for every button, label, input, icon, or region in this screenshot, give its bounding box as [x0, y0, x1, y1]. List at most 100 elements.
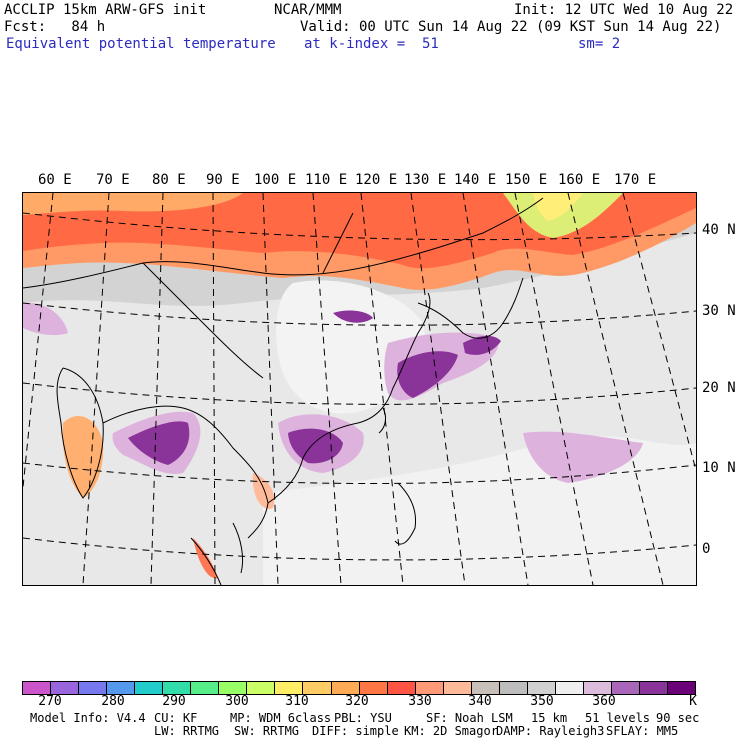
mongolia-border	[23, 197, 544, 289]
colorbar-label: 290	[162, 694, 186, 709]
init-time: Init: 12 UTC Wed 10 Aug 22	[514, 2, 734, 18]
himalaya-border	[142, 262, 264, 379]
parallel-line	[23, 302, 696, 326]
lon-label: 70 E	[96, 172, 130, 188]
colorbar-swatch	[275, 682, 304, 694]
vertical-levels: 51 levels	[585, 711, 651, 725]
diffusion-option: DIFF: simple	[312, 724, 399, 738]
colorbar-label: 350	[530, 694, 554, 709]
colorbar-swatch	[331, 682, 360, 694]
meridian-line	[23, 193, 54, 492]
meridian-line	[567, 193, 664, 585]
meridian-line	[622, 193, 696, 473]
colorbar-swatch	[247, 682, 276, 694]
colorbar-swatch	[527, 682, 556, 694]
model-info: Model Info: V4.4	[30, 711, 146, 725]
taiwan-coast	[378, 407, 387, 434]
colorbar-swatch	[163, 682, 192, 694]
field-scs-max	[288, 428, 343, 464]
shortwave-scheme: SW: RRTMG	[234, 724, 300, 738]
china-north-border	[322, 212, 354, 274]
meridian-line	[360, 193, 404, 585]
longwave-scheme: LW: RRTMG	[154, 724, 220, 738]
colorbar-swatch	[219, 682, 248, 694]
damping-option: DAMP: Rayleigh3	[496, 724, 605, 738]
field-philippine-sea-max	[397, 351, 458, 398]
lon-label: 130 E	[404, 172, 447, 188]
time-step: 90 sec	[656, 711, 700, 725]
meridian-line	[82, 193, 110, 585]
parallel-line	[23, 537, 696, 561]
colorbar-swatch	[443, 682, 472, 694]
lat-label: 30 N	[702, 303, 736, 319]
grid-spacing: 15 km	[531, 711, 568, 725]
field-name: Equivalent potential temperature	[6, 36, 276, 52]
field-northeast-cool	[503, 193, 623, 238]
km-option: KM: 2D Smagor	[404, 724, 498, 738]
colorbar-unit: K	[689, 694, 697, 709]
map-canvas	[23, 193, 696, 585]
colorbar-label: 280	[101, 694, 125, 709]
colorbar-label: 330	[408, 694, 432, 709]
colorbar-swatch	[135, 682, 164, 694]
colorbar-label: 320	[345, 694, 369, 709]
colorbar-swatch	[611, 682, 641, 694]
meridian-line	[212, 193, 216, 585]
smoothing-label: sm= 2	[578, 36, 621, 52]
colorbar-swatch	[583, 682, 612, 694]
colorbar	[22, 681, 696, 695]
malaysia-coast	[232, 522, 244, 574]
meridian-line	[514, 193, 594, 585]
colorbar-label: 360	[592, 694, 616, 709]
field-east-max	[463, 335, 501, 355]
lon-label: 170 E	[614, 172, 657, 188]
field-west-moist	[23, 302, 68, 336]
colorbar-label: 270	[38, 694, 62, 709]
lon-label: 140 E	[454, 172, 497, 188]
forecast-hour: Fcst: 84 h	[4, 19, 106, 35]
meridian-line	[410, 193, 466, 585]
colorbar-swatch	[415, 682, 444, 694]
colorbar-label: 300	[225, 694, 249, 709]
colorbar-swatch	[387, 682, 416, 694]
colorbar-swatch	[499, 682, 528, 694]
colorbar-swatch	[471, 682, 500, 694]
surface-layer-option: SFLAY: MM5	[606, 724, 679, 738]
lat-label: 0	[702, 541, 711, 557]
lon-label: 80 E	[152, 172, 186, 188]
china-coast	[267, 292, 431, 504]
parallel-line	[23, 462, 696, 485]
philippines-coast	[394, 482, 417, 545]
meridian-line	[150, 193, 164, 585]
colorbar-label: 340	[468, 694, 492, 709]
lon-label: 150 E	[505, 172, 548, 188]
meridian-line	[312, 193, 342, 585]
parallel-line	[23, 382, 696, 405]
colorbar-swatch	[668, 682, 696, 694]
india-coast	[56, 367, 104, 499]
theta-e-map	[22, 192, 697, 586]
model-title: ACCLIP 15km ARW-GFS init	[4, 2, 207, 18]
coastlines	[23, 197, 544, 585]
field-northeast-yellow	[533, 193, 583, 221]
valid-time: Valid: 00 UTC Sun 14 Aug 22 (09 KST Sun …	[300, 19, 722, 35]
lon-label: 160 E	[558, 172, 601, 188]
lon-label: 90 E	[206, 172, 240, 188]
lat-label: 10 N	[702, 460, 736, 476]
field-northwest-warm	[23, 193, 243, 215]
meridian-line	[462, 193, 529, 585]
colorbar-swatch	[79, 682, 108, 694]
pbl-scheme: PBL: YSU	[334, 711, 392, 725]
colorbar-swatch	[303, 682, 332, 694]
parallel-line	[23, 212, 696, 241]
colorbar-swatch	[640, 682, 669, 694]
field-west-pacific-moist	[523, 431, 643, 483]
colorbar-swatch	[23, 682, 52, 694]
japan-coast	[417, 277, 524, 339]
lon-label: 100 E	[254, 172, 297, 188]
microphysics-scheme: MP: WDM 6class	[230, 711, 332, 725]
colorbar-swatch	[191, 682, 220, 694]
level-label: at k-index = 51	[304, 36, 439, 52]
field-korea-max	[333, 310, 373, 323]
meridian-line	[262, 193, 279, 585]
